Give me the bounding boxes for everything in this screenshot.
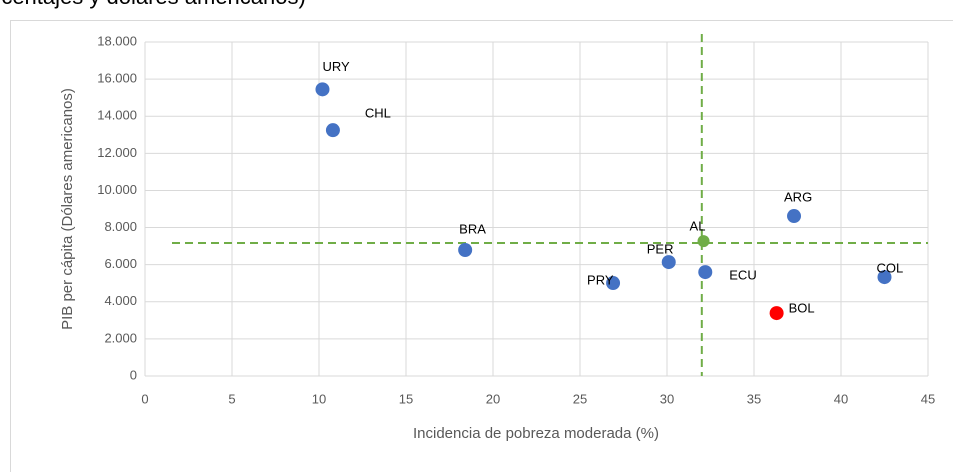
point-label: COL: [877, 261, 904, 276]
y-tick-label: 14.000: [97, 108, 137, 123]
y-tick-label: 18.000: [97, 33, 137, 48]
y-tick-label: 0: [130, 367, 137, 382]
y-tick-label: 16.000: [97, 71, 137, 86]
x-tick-label: 20: [486, 391, 500, 406]
x-tick-label: 0: [141, 391, 148, 406]
point-label: PER: [647, 242, 674, 257]
y-tick-label: 4.000: [104, 293, 137, 308]
x-tick-label: 10: [312, 391, 326, 406]
point: [769, 306, 784, 321]
point-label: PRY: [587, 272, 614, 287]
y-tick-label: 8.000: [104, 219, 137, 234]
point: [606, 276, 621, 291]
chart-title: rcentajes y dólares americanos): [0, 0, 306, 9]
point: [661, 255, 676, 270]
y-axis-label: PIB per cápita (Dólares americanos): [59, 88, 76, 330]
x-axis-label: Incidencia de pobreza moderada (%): [413, 425, 659, 442]
point: [698, 265, 713, 280]
y-tick-label: 12.000: [97, 145, 137, 160]
x-tick-label: 35: [747, 391, 761, 406]
point-label: BOL: [789, 301, 815, 316]
point-label: BRA: [459, 221, 486, 236]
x-tick-label: 40: [834, 391, 848, 406]
point: [787, 209, 802, 224]
x-tick-label: 15: [399, 391, 413, 406]
point: [458, 243, 473, 258]
point-label: URY: [322, 59, 350, 74]
y-tick-label: 6.000: [104, 256, 137, 271]
point-label: ECU: [729, 268, 756, 283]
point-label: AL: [690, 219, 706, 234]
point-label: CHL: [365, 106, 391, 121]
y-tick-label: 2.000: [104, 330, 137, 345]
point: [315, 82, 330, 97]
x-tick-label: 30: [660, 391, 674, 406]
x-tick-label: 5: [228, 391, 235, 406]
point-label: ARG: [784, 189, 812, 204]
y-tick-label: 10.000: [97, 182, 137, 197]
point: [697, 235, 710, 248]
x-tick-label: 25: [573, 391, 587, 406]
chart-frame: [10, 20, 953, 472]
point: [877, 270, 892, 285]
x-tick-label: 45: [921, 391, 935, 406]
point: [325, 123, 340, 138]
